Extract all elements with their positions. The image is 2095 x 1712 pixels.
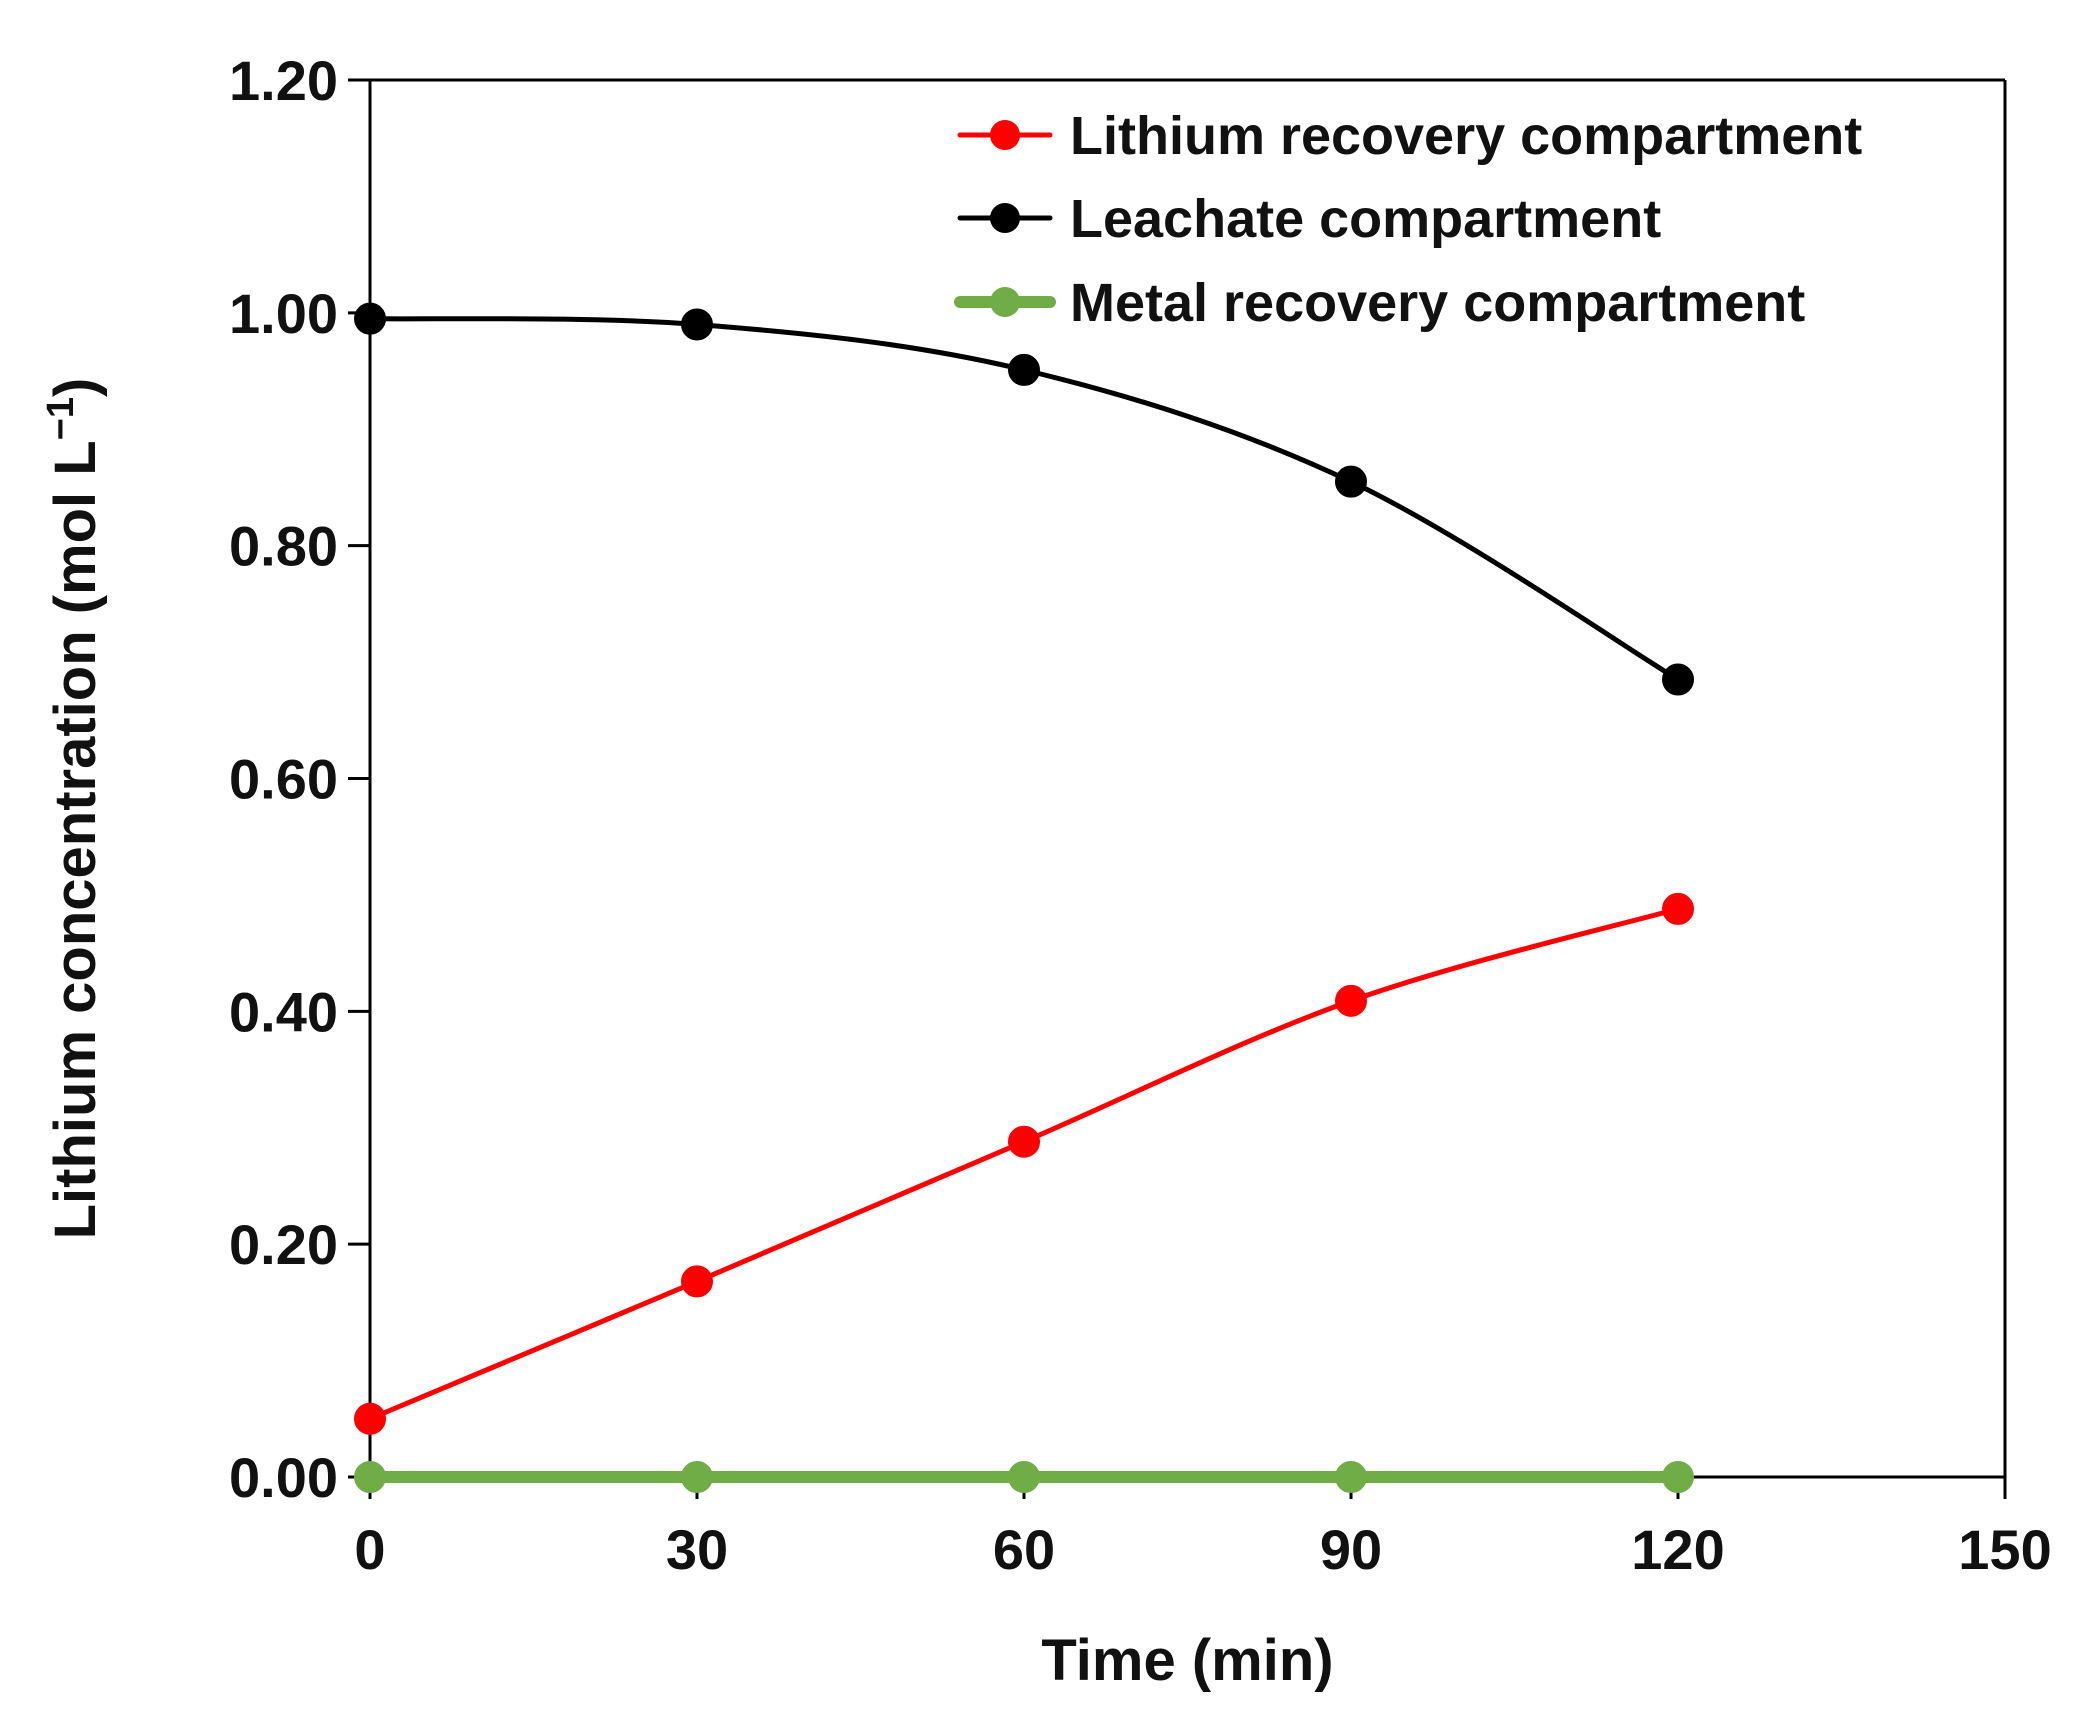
y-tick-label: 0.60 — [229, 748, 338, 811]
data-point-metal-recovery-compartment — [1662, 1461, 1694, 1493]
legend-label-leachate-compartment: Leachate compartment — [1070, 189, 1661, 249]
data-point-leachate-compartment — [1008, 353, 1040, 386]
y-tick-label: 0.80 — [229, 515, 338, 578]
x-tick-label: 120 — [1631, 1518, 1724, 1581]
y-tick-label: 0.20 — [229, 1213, 338, 1276]
legend: Lithium recovery compartment Leachate com… — [954, 106, 1862, 333]
y-axis-title: Lithium concentration (mol L−1) — [40, 378, 108, 1240]
data-point-metal-recovery-compartment — [354, 1461, 386, 1493]
data-point-lithium-recovery-compartment — [354, 1402, 386, 1435]
x-axis-title: Time (min) — [1041, 1628, 1333, 1693]
legend-label-lithium-recovery-compartment: Lithium recovery compartment — [1070, 106, 1862, 166]
data-point-lithium-recovery-compartment — [1008, 1125, 1040, 1158]
data-point-metal-recovery-compartment — [1008, 1461, 1040, 1493]
series-metal-recovery-compartment — [354, 1461, 1694, 1493]
y-axis-title-main: Lithium concentration (mol L — [43, 440, 108, 1239]
legend-swatch-marker-metal-recovery-compartment — [990, 287, 1020, 317]
series-line-lithium-recovery-compartment — [367, 906, 1681, 1422]
data-point-metal-recovery-compartment — [681, 1461, 713, 1493]
y-tick-label: 0.40 — [229, 980, 338, 1043]
y-axis-title-superscript: −1 — [40, 397, 82, 440]
data-point-lithium-recovery-compartment — [1662, 892, 1694, 925]
series-layer — [354, 302, 1694, 1493]
y-tick-label: 1.00 — [229, 282, 338, 345]
x-tick-label: 150 — [1958, 1518, 2051, 1581]
legend-label-metal-recovery-compartment: Metal recovery compartment — [1070, 273, 1805, 333]
x-tick-label: 30 — [666, 1518, 728, 1581]
legend-swatch-marker-lithium-recovery-compartment — [990, 120, 1020, 150]
data-point-leachate-compartment — [1662, 663, 1694, 696]
data-point-leachate-compartment — [1335, 465, 1367, 498]
y-tick-label: 0.00 — [229, 1446, 338, 1509]
x-tick-label: 0 — [354, 1518, 385, 1581]
data-point-lithium-recovery-compartment — [1335, 984, 1367, 1017]
x-tick-label: 90 — [1320, 1518, 1382, 1581]
data-point-leachate-compartment — [681, 308, 713, 341]
y-axis-title-close: ) — [43, 378, 108, 397]
series-lithium-recovery-compartment — [354, 892, 1694, 1435]
y-tick-label: 1.20 — [229, 49, 338, 112]
legend-swatch-marker-leachate-compartment — [990, 203, 1020, 233]
data-point-leachate-compartment — [354, 302, 386, 335]
series-leachate-compartment — [354, 302, 1694, 696]
axes: 0.00 0.20 0.40 0.60 0.80 1.00 1.20 0 30 60 90 120 15… — [229, 49, 2052, 1581]
data-point-lithium-recovery-compartment — [681, 1265, 713, 1298]
x-tick-label: 60 — [993, 1518, 1055, 1581]
data-point-metal-recovery-compartment — [1335, 1461, 1367, 1493]
